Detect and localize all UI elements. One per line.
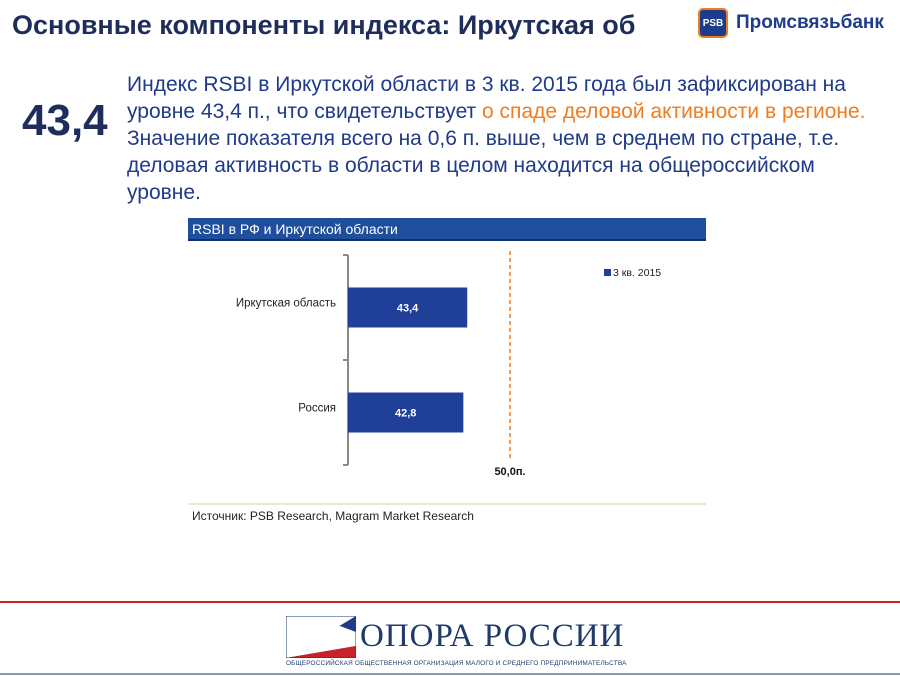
opora-subtitle: ОБЩЕРОССИЙСКАЯ ОБЩЕСТВЕННАЯ ОРГАНИЗАЦИЯ …	[286, 660, 627, 667]
summary-text-after: Значение показателя всего на 0,6 п. выше…	[127, 127, 840, 204]
bar-value-label: 43,4	[397, 303, 419, 315]
promsvyazbank-logo: PSB Промсвязьбанк	[698, 6, 894, 40]
chart-title: RSBI в РФ и Иркутской области	[188, 218, 706, 241]
bottom-rule	[0, 673, 900, 675]
index-value: 43,4	[22, 96, 108, 145]
chart-source: Источник: PSB Research, Magram Market Re…	[192, 509, 474, 523]
page-title: Основные компоненты индекса: Иркутская о…	[12, 10, 636, 40]
opora-flag-icon	[286, 616, 356, 658]
bar-value-label: 42,8	[395, 408, 416, 420]
opora-name: ОПОРА РОССИИ	[360, 618, 625, 654]
reference-line-label: 50,0п.	[494, 466, 525, 478]
opora-rossii-logo: ОПОРА РОССИИ ОБЩЕРОССИЙСКАЯ ОБЩЕСТВЕННАЯ…	[286, 612, 627, 670]
footer-divider	[0, 601, 900, 603]
chart-plot: 43,4 Иркутская область 42,8 Россия 50,0п. 3 к…	[188, 251, 706, 505]
summary-text-before: Индекс RSBI в Иркутской области в 3 кв. …	[127, 73, 846, 123]
category-label: Иркутская область	[236, 298, 336, 310]
bar-1	[348, 287, 468, 328]
psb-logo-icon: PSB	[698, 8, 728, 38]
legend-swatch	[604, 269, 611, 276]
bank-name: Промсвязьбанк	[736, 12, 884, 33]
bar-2	[348, 392, 464, 433]
category-label: Россия	[298, 403, 336, 415]
rsbi-chart: RSBI в РФ и Иркутской области 43,4 Иркутс…	[188, 218, 706, 530]
legend-label: 3 кв. 2015	[613, 267, 661, 279]
summary-highlight: о спаде деловой активности в регионе.	[482, 100, 866, 123]
summary-paragraph: Индекс RSBI в Иркутской области в 3 кв. …	[127, 71, 887, 206]
